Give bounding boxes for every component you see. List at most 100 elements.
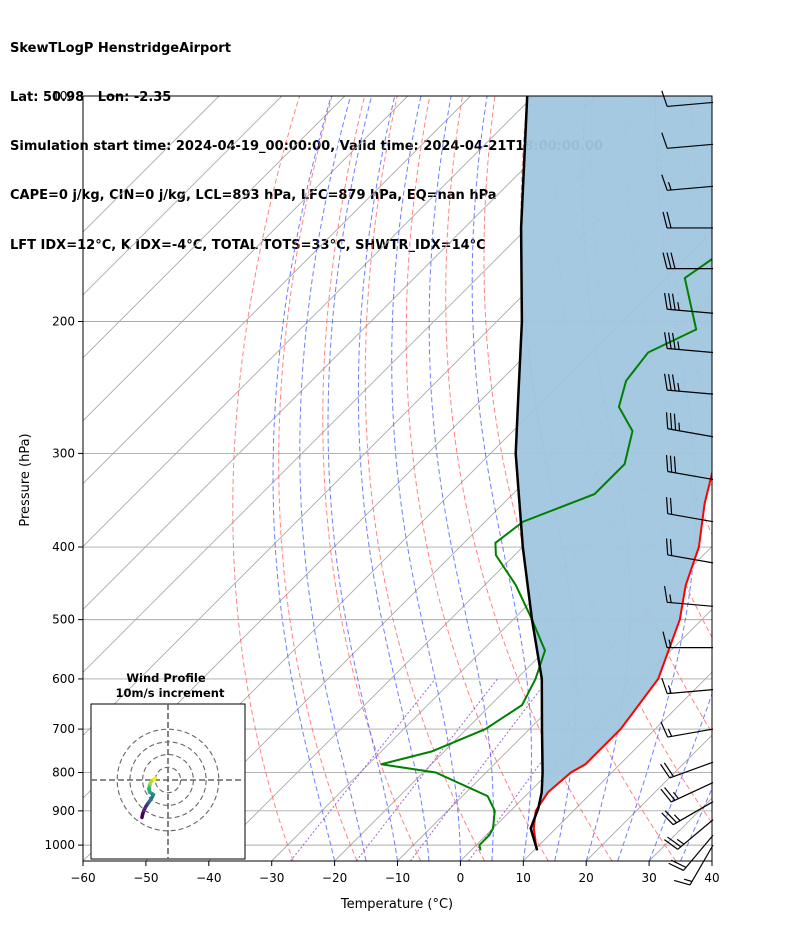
wind-barb-feather — [668, 639, 672, 648]
wind-barb — [673, 844, 714, 886]
moist-adiabat-line — [327, 96, 398, 861]
wind-barb-shaft — [667, 513, 714, 523]
x-tick-label: 30 — [641, 871, 656, 885]
x-axis: −60 −50 −40 −30 −20 −10 0 10 20 30 40 — [70, 861, 720, 885]
wind-barb — [662, 211, 713, 229]
wind-barb-feather — [661, 90, 668, 107]
wind-barb — [662, 252, 713, 270]
wind-barb — [665, 454, 714, 481]
wind-barb-feather — [670, 252, 676, 269]
x-tick-label: −60 — [70, 871, 95, 885]
wind-barb — [660, 721, 714, 738]
y-tick-label: 700 — [52, 722, 75, 736]
dewpoint-line — [380, 257, 712, 851]
wind-barb-feather — [677, 341, 680, 350]
wind-barb-feather — [664, 839, 679, 850]
wind-barb-feather — [662, 211, 668, 229]
wind-barb-feather — [661, 132, 668, 149]
wind-barb-shaft — [667, 101, 714, 108]
dry-adiabat-line — [364, 96, 485, 861]
wind-barb-shaft — [667, 143, 714, 149]
wind-barb-feather — [667, 374, 672, 391]
dry-adiabat-line — [756, 96, 794, 861]
wind-barb — [668, 834, 714, 871]
isotherm-line — [83, 96, 220, 233]
isotherm-line — [397, 545, 712, 861]
wind-barb-shaft — [672, 801, 714, 826]
moist-adiabat-line — [648, 692, 712, 861]
wind-barb-feather — [669, 539, 673, 556]
title-station: SkewTLogP HenstridgeAirport — [10, 40, 231, 56]
title-cape-indices: CAPE=0 j/kg, CIN=0 j/kg, LCL=893 hPa, LF… — [10, 188, 497, 204]
isotherm-line — [522, 671, 712, 861]
x-tick-label: 20 — [579, 871, 594, 885]
chart-title: SkewTLogP HenstridgeAirport Lat: 50.98 L… — [10, 8, 603, 271]
parcel-path-line — [514, 96, 544, 851]
wind-barb — [660, 761, 714, 779]
isotherm-line — [83, 96, 471, 485]
dry-adiabat-line — [723, 96, 794, 861]
isotherm-line — [775, 96, 794, 861]
wind-barb — [664, 819, 714, 850]
title-location: Lat: 50.98 Lon: -2.35 — [10, 90, 172, 106]
x-tick-label: 40 — [704, 871, 719, 885]
wind-barb-feather — [661, 174, 668, 191]
x-tick-label: 10 — [516, 871, 531, 885]
x-axis-label: Temperature (°C) — [340, 897, 453, 912]
wind-barb-feather — [671, 293, 676, 311]
wind-barb-feather — [669, 412, 673, 430]
wind-barb — [663, 373, 714, 395]
wind-barb-feather — [663, 585, 668, 603]
wind-barb-feather — [673, 879, 691, 886]
y-tick-label: 1000 — [44, 838, 75, 852]
y-tick-label: 900 — [52, 804, 75, 818]
wind-barb-shaft — [689, 844, 714, 886]
dry-adiabat-line — [232, 96, 300, 861]
wind-barb-feather — [660, 788, 672, 803]
wind-barb-feather — [663, 332, 668, 349]
wind-barb-feather — [666, 211, 672, 229]
temperature-line — [532, 469, 712, 851]
wind-barb-shaft — [671, 781, 714, 803]
wind-barb-feather — [667, 181, 672, 191]
dry-adiabat-line — [322, 96, 422, 861]
wind-barb — [661, 90, 714, 108]
wind-barb-feather — [667, 332, 672, 349]
wind-barb-shaft — [667, 728, 714, 738]
wind-barb — [661, 677, 714, 695]
moist-adiabat-line — [272, 96, 336, 861]
mixing-ratio-line — [409, 678, 549, 861]
wind-barb-feather — [663, 292, 668, 310]
wind-barb — [665, 497, 714, 523]
wind-barb-feather — [660, 721, 669, 738]
mixing-ratio-line — [355, 678, 498, 861]
wind-barb — [661, 132, 714, 149]
wind-barb-feather — [661, 677, 668, 694]
y-tick-label: 500 — [52, 613, 75, 627]
y-tick-label: 400 — [52, 540, 75, 554]
cin-cape-shading — [515, 96, 712, 851]
wind-barb-feather — [665, 412, 669, 429]
wind-barb-feather — [672, 791, 680, 799]
sounding-profiles — [380, 96, 712, 851]
wind-barb-feather — [683, 878, 693, 883]
wind-barb — [665, 412, 714, 438]
wind-barb-feather — [673, 814, 681, 822]
isotherm-line — [334, 482, 712, 861]
wind-barb — [665, 538, 714, 564]
wind-barb-feather — [667, 685, 672, 694]
moist-adiabat-line — [471, 96, 532, 861]
wind-barb-shaft — [667, 689, 714, 695]
x-tick-label: 0 — [457, 871, 465, 885]
wind-barb-feather — [668, 862, 684, 871]
wind-barb-feather — [667, 728, 673, 737]
moist-adiabat-line — [680, 787, 712, 861]
wind-barb-feather — [671, 332, 676, 350]
x-tick-label: −30 — [259, 871, 284, 885]
dry-adiabat-line — [788, 96, 794, 861]
wind-barb-feather — [665, 538, 669, 555]
wind-barb-feather — [669, 594, 672, 603]
x-tick-label: −40 — [196, 871, 221, 885]
mixing-ratio-line — [290, 678, 436, 861]
wind-barb-feather — [669, 497, 673, 515]
